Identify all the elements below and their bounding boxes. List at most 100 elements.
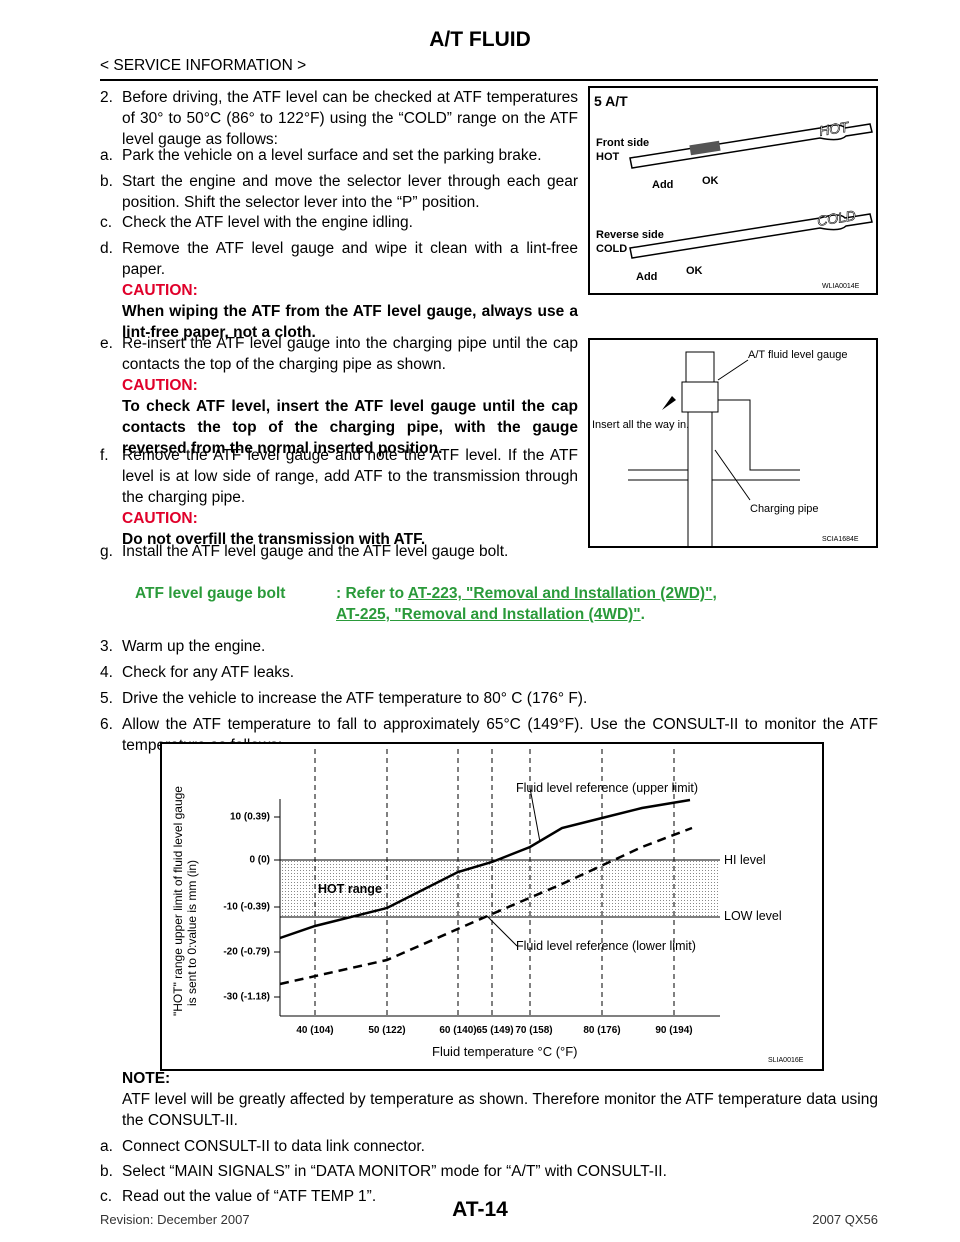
fig-label: Reverse side bbox=[596, 229, 664, 241]
step-text: Check for any ATF leaks. bbox=[122, 664, 294, 681]
step-number: 6. bbox=[100, 716, 113, 733]
substep: a. Connect CONSULT-II to data link connec… bbox=[100, 1136, 878, 1157]
substep: d. Remove the ATF level gauge and wipe it… bbox=[100, 238, 578, 343]
note: NOTE: ATF level will be greatly affected… bbox=[122, 1068, 878, 1131]
figure-art: A/T fluid level gauge Insert all the way… bbox=[592, 349, 859, 546]
text: Select “MAIN SIGNALS” in “DATA MONITOR” … bbox=[122, 1163, 667, 1180]
substep: b. Start the engine and move the selector… bbox=[100, 171, 578, 213]
substep: b. Select “MAIN SIGNALS” in “DATA MONITOR… bbox=[100, 1161, 878, 1182]
substep: c. Read out the value of “ATF TEMP 1”. bbox=[100, 1186, 878, 1207]
pipe bbox=[687, 399, 800, 546]
label: g. bbox=[100, 543, 113, 560]
hatch bbox=[689, 140, 721, 156]
fig-label: Insert all the way in. bbox=[592, 419, 689, 431]
substep: g. Install the ATF level gauge and the AT… bbox=[100, 541, 578, 562]
annotation: HOT range bbox=[318, 882, 382, 896]
annotation: Fluid level reference (lower limit) bbox=[516, 939, 696, 953]
step-number: 4. bbox=[100, 664, 113, 681]
fig-label: Add bbox=[652, 179, 673, 191]
annotation: HI level bbox=[724, 853, 766, 867]
fig-code: SLIA0016E bbox=[768, 1057, 804, 1064]
fig-label: Charging pipe bbox=[750, 503, 819, 515]
reference-item: ATF level gauge bolt bbox=[135, 585, 286, 602]
substep: a. Park the vehicle on a level surface an… bbox=[100, 145, 578, 166]
step-text: Warm up the engine. bbox=[122, 638, 266, 655]
y-label: -10 (-0.39) bbox=[223, 902, 270, 913]
y-label: -30 (-1.18) bbox=[223, 992, 270, 1003]
leader bbox=[717, 359, 749, 381]
upper-curve bbox=[279, 798, 691, 940]
separator: , bbox=[712, 585, 717, 602]
note-text: ATF level will be greatly affected by te… bbox=[122, 1091, 878, 1129]
text: Remove the ATF level gauge and wipe it c… bbox=[122, 240, 578, 278]
x-label: 50 (122) bbox=[368, 1025, 405, 1036]
reference-link[interactable]: AT-223, "Removal and Installation (2WD)" bbox=[407, 585, 713, 602]
label: f. bbox=[100, 447, 109, 464]
fig-label: COLD bbox=[596, 243, 627, 255]
figure-chart: "HOT" range upper limit of fluid level g… bbox=[160, 742, 824, 1071]
leader bbox=[714, 449, 751, 501]
caution: Do not overfill the transmission with AT… bbox=[122, 531, 426, 548]
note-label: NOTE: bbox=[122, 1070, 171, 1087]
figure-art: "HOT" range upper limit of fluid level g… bbox=[171, 749, 804, 1064]
y-label: 10 (0.39) bbox=[230, 812, 270, 823]
x-label: 70 (158) bbox=[515, 1025, 552, 1036]
text: Remove the ATF level gauge and note the … bbox=[122, 447, 578, 506]
fig-label: A/T fluid level gauge bbox=[748, 349, 847, 361]
text: Re-insert the ATF level gauge into the c… bbox=[122, 335, 578, 373]
text: Read out the value of “ATF TEMP 1”. bbox=[122, 1188, 377, 1205]
lower-curve bbox=[279, 826, 693, 986]
cap bbox=[681, 381, 719, 413]
step-number: 5. bbox=[100, 690, 113, 707]
y-title: is sent to 0:value is mm (in) bbox=[185, 860, 199, 1006]
leader bbox=[529, 787, 541, 843]
figure-insert: A/T fluid level gauge Insert all the way… bbox=[588, 338, 878, 548]
text: Connect CONSULT-II to data link connecto… bbox=[122, 1138, 425, 1155]
fig-label: OK bbox=[702, 175, 719, 187]
gauge bbox=[629, 213, 873, 259]
label: b. bbox=[100, 173, 113, 190]
caution: When wiping the ATF from the ATF level g… bbox=[122, 303, 578, 341]
header-rule bbox=[100, 79, 878, 81]
fig-label: HOT bbox=[818, 118, 851, 139]
gauge bbox=[629, 123, 873, 169]
fig-code: WLIA0014E bbox=[822, 283, 860, 290]
annotation: Fluid level reference (upper limit) bbox=[516, 781, 698, 795]
step: 4. Check for any ATF leaks. bbox=[100, 662, 878, 683]
fig-label: HOT bbox=[596, 151, 620, 163]
fig-label: Front side bbox=[596, 137, 649, 149]
cap bbox=[685, 351, 715, 383]
reference-prefix: : Refer to bbox=[336, 585, 408, 602]
caution: To check ATF level, insert the ATF level… bbox=[122, 398, 578, 457]
label: a. bbox=[100, 1138, 113, 1155]
caution-label: CAUTION: bbox=[122, 510, 198, 527]
substep: f. Remove the ATF level gauge and note th… bbox=[100, 445, 578, 550]
step-text: Drive the vehicle to increase the ATF te… bbox=[122, 690, 588, 707]
fig-label: COLD bbox=[816, 207, 857, 229]
reference-link[interactable]: AT-225, "Removal and Installation (4WD)" bbox=[336, 606, 641, 623]
section: < SERVICE INFORMATION > bbox=[100, 57, 307, 74]
label: c. bbox=[100, 1188, 113, 1205]
figure-dipstick: 5 A/T Front side HOT Add OK HOT Reverse … bbox=[588, 86, 878, 295]
figure-art: 5 A/T Front side HOT Add OK HOT Reverse … bbox=[594, 93, 873, 290]
end: . bbox=[640, 606, 645, 623]
revision: Revision: December 2007 bbox=[100, 1212, 250, 1227]
substep: c. Check the ATF level with the engine id… bbox=[100, 212, 578, 233]
label: b. bbox=[100, 1163, 113, 1180]
ticks bbox=[274, 816, 280, 998]
reference-body: : Refer to AT-223, "Removal and Installa… bbox=[336, 583, 717, 625]
text: Check the ATF level with the engine idli… bbox=[122, 214, 413, 231]
step-text: Before driving, the ATF level can be che… bbox=[122, 89, 578, 148]
x-label: 65 (149) bbox=[476, 1025, 513, 1036]
x-label: 90 (194) bbox=[655, 1025, 692, 1036]
arrow bbox=[662, 396, 676, 410]
reference: ATF level gauge bolt : Refer to AT-223, … bbox=[135, 583, 835, 623]
annotation: LOW level bbox=[724, 909, 782, 923]
text: Install the ATF level gauge and the ATF … bbox=[122, 543, 509, 560]
label: e. bbox=[100, 335, 113, 352]
x-label: 80 (176) bbox=[583, 1025, 620, 1036]
fig-code: SCIA1684E bbox=[822, 536, 859, 543]
fig-label: Add bbox=[636, 271, 657, 283]
step: 2. Before driving, the ATF level can be … bbox=[100, 87, 578, 150]
